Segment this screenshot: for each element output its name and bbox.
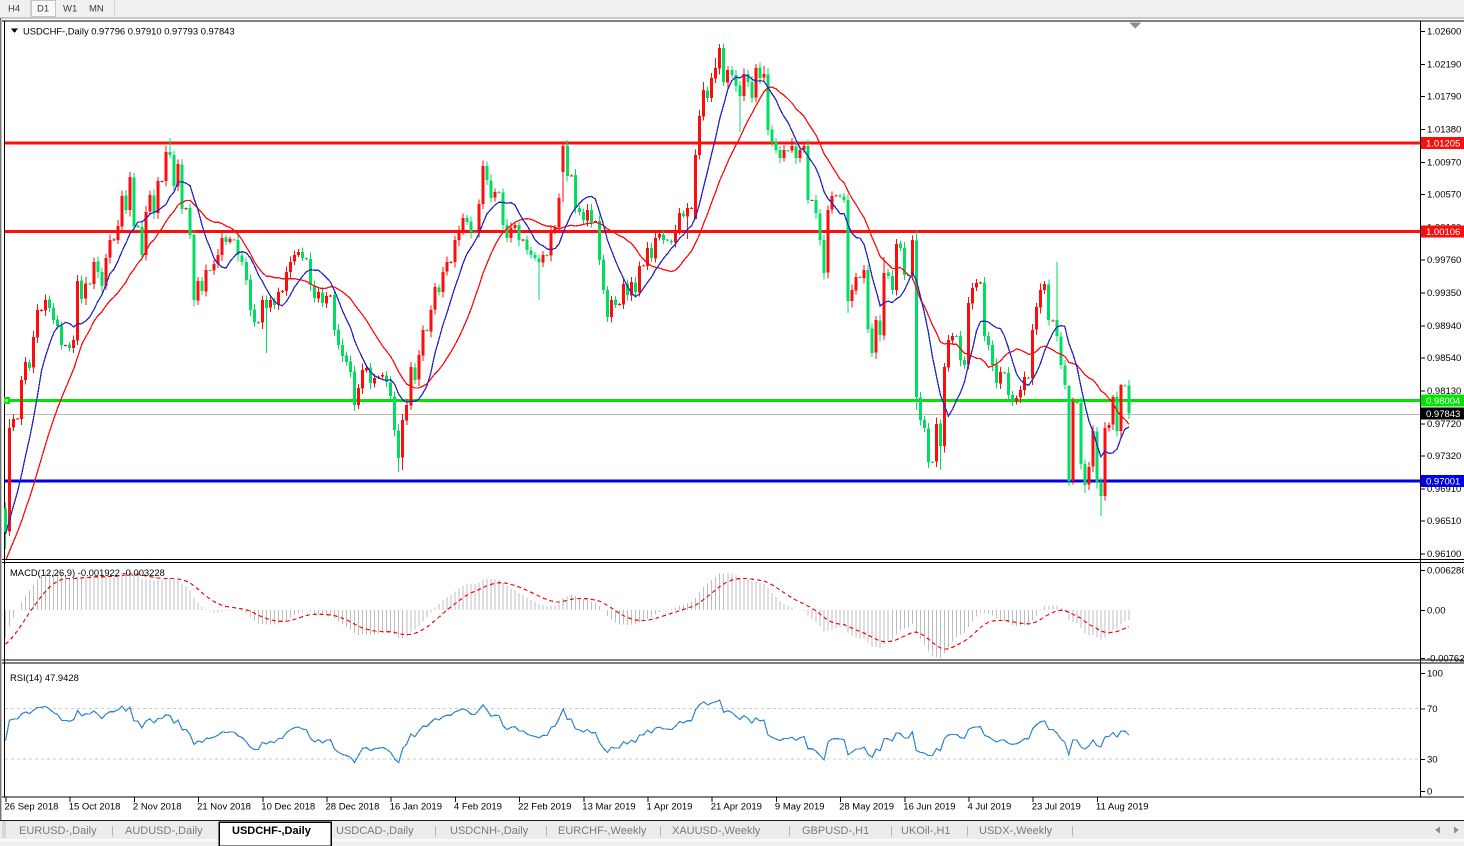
svg-text:0: 0 (1427, 787, 1432, 798)
svg-text:0.006286: 0.006286 (1427, 566, 1464, 577)
svg-text:|: | (788, 825, 791, 837)
svg-text:28 Dec 2018: 28 Dec 2018 (326, 802, 380, 813)
svg-text:USDCHF-,Daily: USDCHF-,Daily (232, 825, 312, 837)
svg-text:2 Nov 2018: 2 Nov 2018 (133, 802, 182, 813)
svg-text:0.98130: 0.98130 (1427, 386, 1461, 397)
svg-text:16 Jan 2019: 16 Jan 2019 (390, 802, 442, 813)
svg-text:D1: D1 (37, 4, 49, 15)
svg-text:EURUSD-,Daily: EURUSD-,Daily (19, 825, 97, 837)
svg-text:0.98540: 0.98540 (1427, 353, 1461, 364)
svg-text:4 Feb 2019: 4 Feb 2019 (454, 802, 502, 813)
svg-text:15 Oct 2018: 15 Oct 2018 (69, 802, 121, 813)
svg-text:|: | (659, 825, 662, 837)
svg-text:0.99350: 0.99350 (1427, 288, 1461, 299)
svg-text:0.97720: 0.97720 (1427, 419, 1461, 430)
svg-text:0.96910: 0.96910 (1427, 484, 1461, 495)
svg-text:RSI(14) 47.9428: RSI(14) 47.9428 (10, 672, 79, 683)
svg-text:USDX-,Weekly: USDX-,Weekly (979, 825, 1053, 837)
svg-text:MACD(12,26,9) -0.001922 -0.003: MACD(12,26,9) -0.001922 -0.003228 (10, 567, 165, 578)
svg-text:1 Apr 2019: 1 Apr 2019 (647, 802, 693, 813)
svg-text:0.96100: 0.96100 (1427, 549, 1461, 560)
svg-text:28 May 2019: 28 May 2019 (839, 802, 894, 813)
svg-text:MN: MN (89, 4, 104, 15)
svg-text:|: | (966, 825, 969, 837)
svg-text:0.00: 0.00 (1427, 606, 1446, 617)
svg-text:100: 100 (1427, 669, 1443, 680)
svg-text:USDCNH-,Daily: USDCNH-,Daily (450, 825, 529, 837)
svg-text:USDCAD-,Daily: USDCAD-,Daily (336, 825, 414, 837)
svg-text:|: | (1071, 825, 1074, 837)
svg-text:EURCHF-,Weekly: EURCHF-,Weekly (558, 825, 647, 837)
svg-text:0.98004: 0.98004 (1426, 396, 1460, 407)
svg-text:1.02600: 1.02600 (1427, 27, 1461, 38)
svg-text:4 Jul 2019: 4 Jul 2019 (968, 802, 1012, 813)
svg-text:1.01380: 1.01380 (1427, 125, 1461, 136)
svg-text:22 Feb 2019: 22 Feb 2019 (518, 802, 571, 813)
svg-text:GBPUSD-,H1: GBPUSD-,H1 (802, 825, 869, 837)
svg-text:21 Nov 2018: 21 Nov 2018 (197, 802, 251, 813)
svg-text:1.00970: 1.00970 (1427, 158, 1461, 169)
svg-text:0.97001: 0.97001 (1426, 477, 1460, 488)
svg-text:10 Dec 2018: 10 Dec 2018 (261, 802, 315, 813)
svg-text:26 Sep 2018: 26 Sep 2018 (5, 802, 59, 813)
svg-text:|: | (545, 825, 548, 837)
svg-text:30: 30 (1427, 755, 1438, 766)
svg-text:0.98940: 0.98940 (1427, 321, 1461, 332)
svg-text:0.99760: 0.99760 (1427, 255, 1461, 266)
svg-text:XAUUSD-,Weekly: XAUUSD-,Weekly (672, 825, 761, 837)
svg-text:H4: H4 (8, 4, 20, 15)
svg-text:W1: W1 (63, 4, 77, 15)
svg-text:USDCHF-,Daily 0.97796 0.97910: USDCHF-,Daily 0.97796 0.97910 0.97793 0.… (23, 26, 235, 37)
svg-text:11 Aug 2019: 11 Aug 2019 (1096, 802, 1149, 813)
svg-text:16 Jun 2019: 16 Jun 2019 (903, 802, 955, 813)
svg-text:9 May 2019: 9 May 2019 (775, 802, 825, 813)
svg-text:1.00570: 1.00570 (1427, 190, 1461, 201)
svg-text:|: | (890, 825, 893, 837)
svg-text:13 Mar 2019: 13 Mar 2019 (582, 802, 635, 813)
svg-text:-0.00762: -0.00762 (1427, 654, 1464, 665)
svg-text:70: 70 (1427, 704, 1438, 715)
svg-text:0.97320: 0.97320 (1427, 451, 1461, 462)
svg-text:1.01205: 1.01205 (1426, 139, 1460, 150)
svg-text:1.00106: 1.00106 (1426, 227, 1460, 238)
svg-text:0.96510: 0.96510 (1427, 516, 1461, 527)
svg-text:21 Apr 2019: 21 Apr 2019 (711, 802, 762, 813)
svg-text:1.02190: 1.02190 (1427, 60, 1461, 71)
svg-text:|: | (111, 825, 114, 837)
svg-text:|: | (434, 825, 437, 837)
svg-text:UKOil-,H1: UKOil-,H1 (901, 825, 951, 837)
svg-text:AUDUSD-,Daily: AUDUSD-,Daily (125, 825, 203, 837)
svg-text:0.97843: 0.97843 (1426, 409, 1460, 420)
svg-text:1.01790: 1.01790 (1427, 92, 1461, 103)
svg-text:23 Jul 2019: 23 Jul 2019 (1032, 802, 1081, 813)
